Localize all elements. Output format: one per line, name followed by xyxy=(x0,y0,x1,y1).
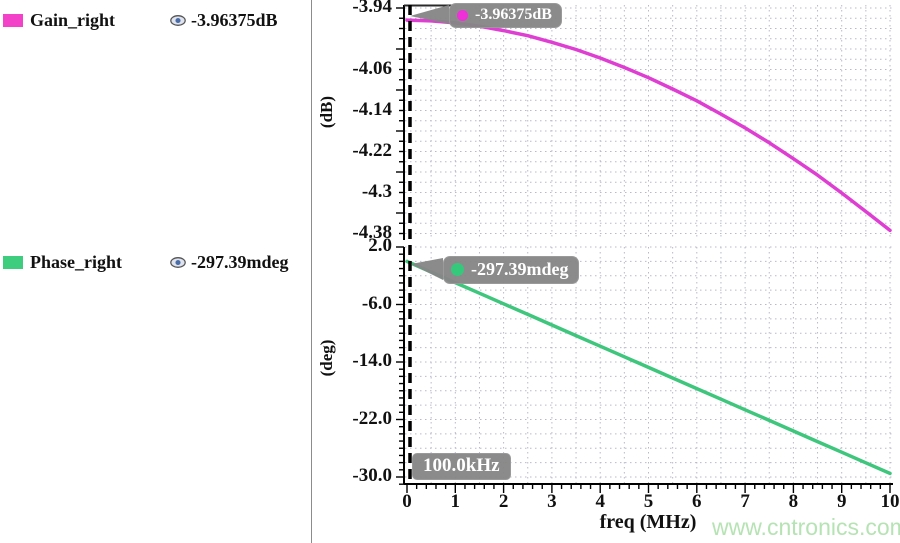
gain-y-tick-label: -4.06 xyxy=(352,57,392,79)
freq-tick-label: 1 xyxy=(450,491,461,512)
gain-marker-readout: -3.96375dB xyxy=(191,9,278,30)
freq-tick-label: 0 xyxy=(402,491,412,512)
phase-curve[interactable] xyxy=(405,259,892,476)
phase-y-tick-label: -30.0 xyxy=(352,465,392,486)
phase-marker-dot-icon xyxy=(451,263,464,276)
phase-trace-name: Phase_right xyxy=(30,251,122,272)
phase-marker-value: -297.39mdeg xyxy=(471,259,569,279)
gain-marker-value: -3.96375dB xyxy=(475,6,552,23)
freq-tick-label: 7 xyxy=(740,491,750,512)
freq-tick-label: 3 xyxy=(547,491,557,512)
phase-y-tick-label: 2.0 xyxy=(368,235,392,256)
legend-plot-divider xyxy=(311,0,312,543)
freq-axis-label: freq (MHz) xyxy=(599,511,697,533)
dotted-grid xyxy=(405,5,893,484)
phase-y-tick-label: -6.0 xyxy=(361,292,392,314)
freq-tick-label: 10 xyxy=(880,491,900,512)
legend-item-gain[interactable]: Gain_right -3.96375dB xyxy=(3,9,278,31)
phase-marker-tooltip[interactable]: -297.39mdeg xyxy=(443,256,579,284)
eye-visibility-icon[interactable] xyxy=(170,14,186,27)
freq-tick-label: 6 xyxy=(692,491,702,512)
freq-tick-label: 5 xyxy=(643,491,654,512)
phase-tooltip-pointer xyxy=(411,258,443,280)
gain-y-tick-label: -4.14 xyxy=(352,98,392,120)
eye-visibility-icon[interactable] xyxy=(170,256,186,269)
freq-tick-label: 4 xyxy=(595,491,605,512)
phase-y-tick-label: -22.0 xyxy=(352,407,392,429)
gain-tooltip-pointer xyxy=(410,5,449,24)
gain-y-tick-label: -4.22 xyxy=(352,139,392,161)
gain-y-tick-label: -4.3 xyxy=(361,180,392,202)
gain-trace-name: Gain_right xyxy=(30,9,116,30)
phase-color-swatch xyxy=(3,255,23,269)
phase-marker-readout: -297.39mdeg xyxy=(191,251,289,272)
gain-y-tick-label: -4.38 xyxy=(352,221,392,243)
legend-item-phase[interactable]: Phase_right -297.39mdeg xyxy=(3,251,289,273)
watermark: www.cntronics.com xyxy=(712,514,900,540)
freq-tick-label: 9 xyxy=(836,491,847,512)
freq-tick-label: 8 xyxy=(788,491,799,512)
gain-marker-tooltip[interactable]: -3.96375dB xyxy=(449,3,562,28)
gain-marker-dot-icon xyxy=(457,9,468,21)
freq-tick-label: 2 xyxy=(498,491,509,512)
phase-y-tick-label: -14.0 xyxy=(352,350,392,371)
marker-freq-badge[interactable]: 100.0kHz xyxy=(412,453,511,480)
gain-y-tick-label: -3.94 xyxy=(352,0,392,17)
gain-color-swatch xyxy=(3,13,23,27)
